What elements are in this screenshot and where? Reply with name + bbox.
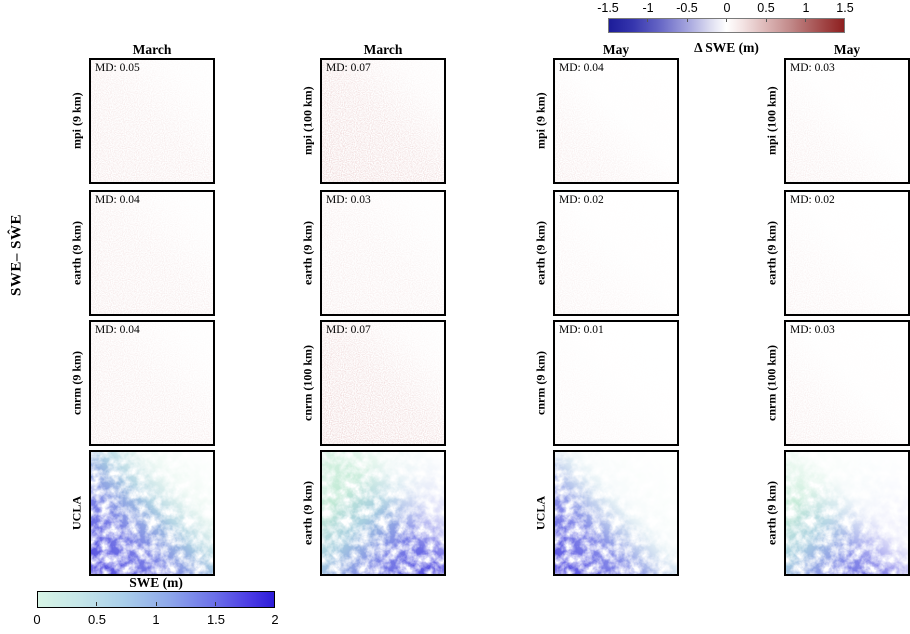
swe-difference-map <box>322 322 444 444</box>
panel-r4c2 <box>320 450 446 576</box>
panel-r2c3: MD: 0.02 <box>553 190 679 316</box>
md-value: MD: 0.05 <box>95 62 140 74</box>
panel-r1c1: MD: 0.05 <box>89 58 215 184</box>
md-value: MD: 0.07 <box>326 324 371 336</box>
row-label: cnrm (9 km) <box>69 351 84 415</box>
bottom-colorbar-tick: 2 <box>271 612 279 627</box>
colorbar-tick-mark <box>726 19 727 22</box>
bottom-colorbar-tick: 1 <box>152 612 160 627</box>
panel-r2c1: MD: 0.04 <box>89 190 215 316</box>
swe-difference-map <box>555 192 677 314</box>
top-colorbar-tick: -0.5 <box>676 1 698 15</box>
md-value: MD: 0.04 <box>95 324 140 336</box>
md-value: MD: 0.07 <box>326 62 371 74</box>
swe-difference-map <box>555 322 677 444</box>
panel-r2c4: MD: 0.02 <box>784 190 910 316</box>
panel-r3c3: MD: 0.01 <box>553 320 679 446</box>
swe-difference-map <box>786 322 908 444</box>
panel-r4c4 <box>784 450 910 576</box>
row-label: cnrm (9 km) <box>533 351 548 415</box>
column-title-3: May <box>602 42 630 57</box>
panel-r4c3 <box>553 450 679 576</box>
panel-r2c2: MD: 0.03 <box>320 190 446 316</box>
bottom-colorbar-tick: 1.5 <box>206 612 226 627</box>
row-label: UCLA <box>533 496 548 531</box>
md-value: MD: 0.03 <box>790 62 835 74</box>
swe-map <box>91 452 213 574</box>
row-label: earth (9 km) <box>764 481 779 545</box>
top-colorbar-tick: 0 <box>723 1 731 15</box>
panel-r3c1: MD: 0.04 <box>89 320 215 446</box>
md-value: MD: 0.03 <box>326 194 371 206</box>
swe-difference-map <box>91 192 213 314</box>
column-title-4: May <box>833 42 861 57</box>
y-axis-label: SWE– SŴE <box>8 214 25 296</box>
panel-r1c4: MD: 0.03 <box>784 58 910 184</box>
panel-r1c3: MD: 0.04 <box>553 58 679 184</box>
row-label: earth (9 km) <box>300 481 315 545</box>
colorbar-tick-mark <box>647 19 648 22</box>
row-label: earth (9 km) <box>533 221 548 285</box>
swe-difference-map <box>322 60 444 182</box>
row-label: mpi (9 km) <box>533 92 548 150</box>
swe-map <box>786 452 908 574</box>
colorbar-tick-mark <box>805 19 806 22</box>
delta-swe-colorbar <box>608 18 845 33</box>
row-label: mpi (100 km) <box>764 86 779 156</box>
row-label: UCLA <box>69 496 84 531</box>
md-value: MD: 0.01 <box>559 324 604 336</box>
bottom-colorbar-tick: 0 <box>33 612 41 627</box>
swe-map <box>555 452 677 574</box>
md-value: MD: 0.04 <box>95 194 140 206</box>
column-title-2: March <box>363 42 403 57</box>
row-label: mpi (9 km) <box>69 92 84 150</box>
colorbar-tick-mark <box>215 602 216 606</box>
md-value: MD: 0.02 <box>559 194 604 206</box>
md-value: MD: 0.04 <box>559 62 604 74</box>
top-colorbar-tick: -1 <box>642 1 654 15</box>
swe-difference-map <box>786 60 908 182</box>
bottom-colorbar-label: SWE (m) <box>129 575 183 590</box>
top-colorbar-tick: 0.5 <box>757 1 775 15</box>
row-label: mpi (100 km) <box>300 86 315 156</box>
md-value: MD: 0.03 <box>790 324 835 336</box>
top-colorbar-tick: 1.5 <box>836 1 854 15</box>
bottom-colorbar-tick: 0.5 <box>87 612 107 627</box>
colorbar-tick-mark <box>96 602 97 606</box>
swe-difference-map <box>322 192 444 314</box>
row-label: cnrm (100 km) <box>764 345 779 421</box>
swe-difference-map <box>91 322 213 444</box>
top-colorbar-label: Δ SWE (m) <box>694 40 759 55</box>
top-colorbar-tick: 1 <box>802 1 810 15</box>
column-title-1: March <box>132 42 172 57</box>
panel-r3c2: MD: 0.07 <box>320 320 446 446</box>
colorbar-tick-mark <box>687 19 688 22</box>
panel-r3c4: MD: 0.03 <box>784 320 910 446</box>
md-value: MD: 0.02 <box>790 194 835 206</box>
row-label: cnrm (100 km) <box>300 345 315 421</box>
swe-difference-map <box>91 60 213 182</box>
row-label: earth (9 km) <box>764 221 779 285</box>
top-colorbar-tick: -1.5 <box>597 1 619 15</box>
colorbar-tick-mark <box>766 19 767 22</box>
swe-map <box>322 452 444 574</box>
swe-difference-map <box>555 60 677 182</box>
row-label: earth (9 km) <box>300 221 315 285</box>
row-label: earth (9 km) <box>69 221 84 285</box>
swe-difference-map <box>786 192 908 314</box>
panel-r4c1 <box>89 450 215 576</box>
panel-r1c2: MD: 0.07 <box>320 58 446 184</box>
colorbar-tick-mark <box>156 602 157 606</box>
